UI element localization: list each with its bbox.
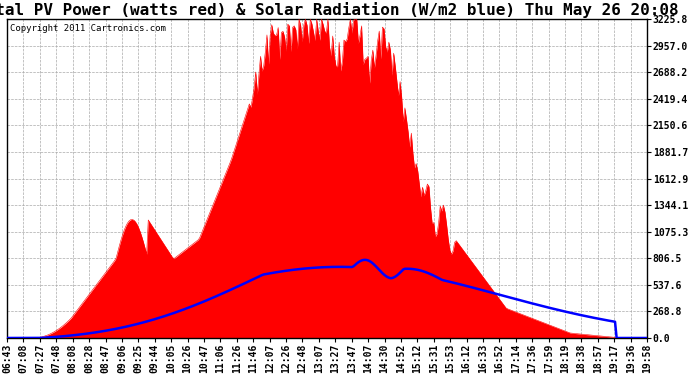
Title: Total PV Power (watts red) & Solar Radiation (W/m2 blue) Thu May 26 20:08: Total PV Power (watts red) & Solar Radia… (0, 2, 678, 18)
Text: Copyright 2011 Cartronics.com: Copyright 2011 Cartronics.com (10, 24, 166, 33)
